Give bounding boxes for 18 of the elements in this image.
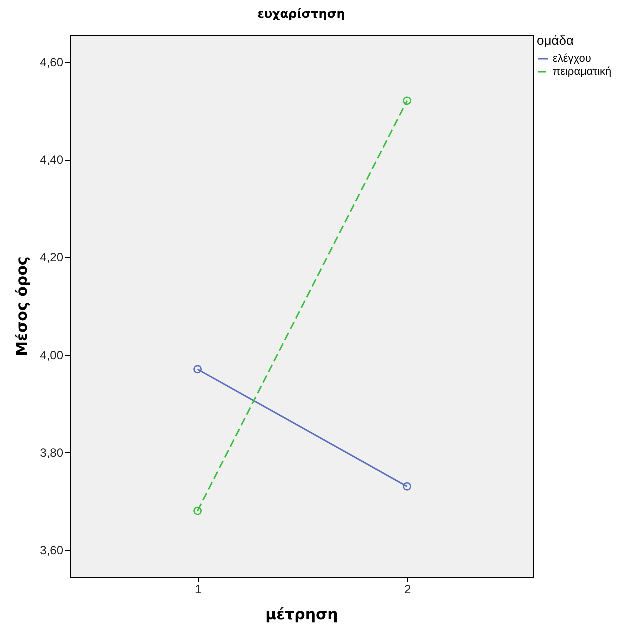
y-tick-label: 3,60 <box>40 544 64 558</box>
y-axis-title: Μέσος όρος <box>13 256 32 356</box>
legend-title: ομάδα <box>537 33 574 48</box>
y-tick-label: 4,40 <box>40 153 64 168</box>
x-axis-title: μέτρηση <box>266 606 338 624</box>
y-tick-label: 3,80 <box>40 446 64 460</box>
point <box>403 96 412 106</box>
x-tick-label: 2 <box>404 582 412 596</box>
legend-label: πειραματική <box>553 66 612 78</box>
y-tick-label: 4,60 <box>40 55 64 70</box>
point <box>403 482 412 491</box>
point <box>194 506 202 516</box>
point <box>194 365 202 374</box>
y-tick-label: 4,00 <box>40 348 64 362</box>
x-tick-label: 1 <box>194 582 202 596</box>
y-tick-label: 4,20 <box>40 250 64 265</box>
legend-label: ελέγχου <box>553 53 592 65</box>
chart-title: ευχαρίστηση <box>258 7 346 21</box>
